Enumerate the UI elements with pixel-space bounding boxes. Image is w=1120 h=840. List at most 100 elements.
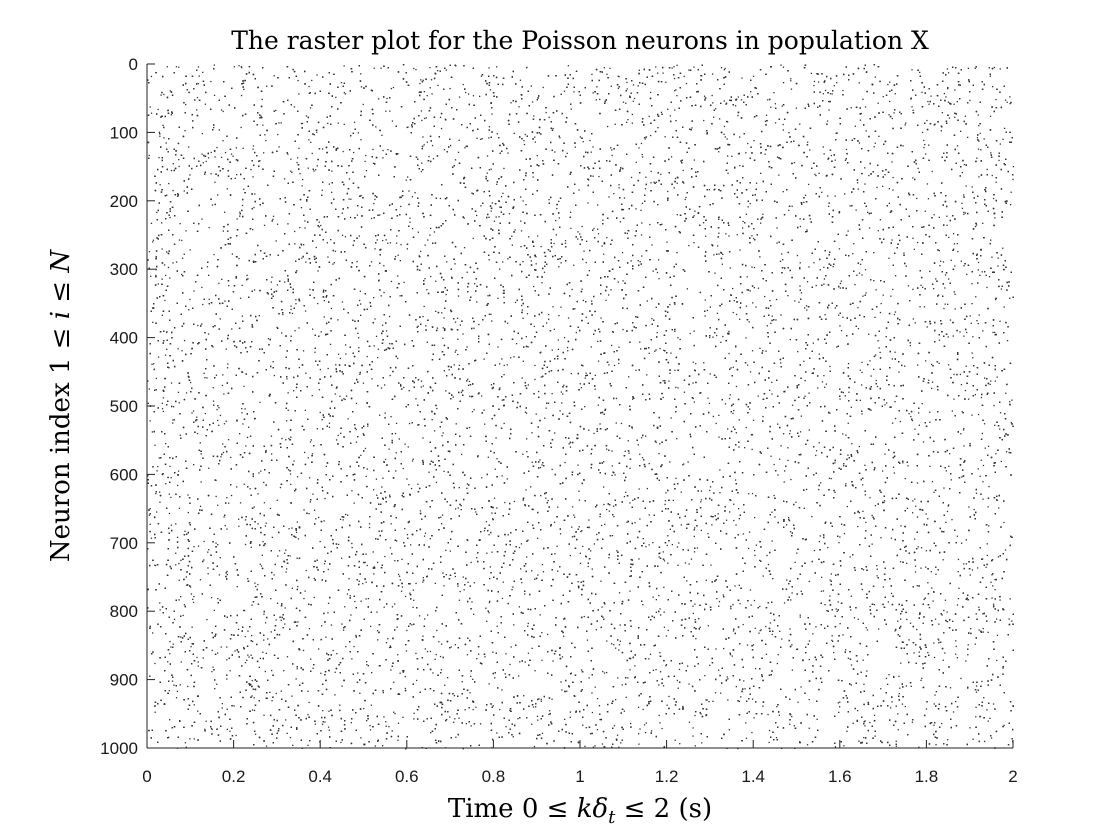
spike-point [878, 628, 880, 630]
spike-point [987, 720, 989, 722]
spike-point [723, 647, 725, 650]
spike-point [610, 147, 612, 149]
spike-point [327, 568, 329, 571]
spike-point [459, 590, 461, 593]
spike-point [373, 202, 375, 205]
spike-point [641, 153, 643, 156]
spike-point [444, 684, 446, 686]
spike-point [998, 507, 1000, 509]
spike-point [540, 495, 542, 497]
spike-point [967, 136, 969, 138]
spike-point [699, 626, 701, 628]
spike-point [658, 714, 660, 717]
spike-point [611, 149, 613, 151]
spike-point [742, 227, 744, 229]
spike-point [769, 300, 771, 302]
spike-point [189, 586, 192, 588]
spike-point [927, 651, 929, 654]
spike-point [269, 691, 271, 693]
spike-point [224, 211, 226, 213]
spike-point [497, 346, 499, 348]
spike-point [223, 393, 225, 395]
spike-point [422, 437, 424, 439]
spike-point [318, 226, 320, 228]
spike-point [169, 216, 171, 219]
spike-point [439, 197, 442, 200]
spike-point [399, 579, 401, 581]
spike-point [712, 102, 714, 104]
spike-point [935, 744, 937, 746]
spike-point [337, 434, 339, 437]
spike-point [967, 67, 969, 69]
spike-point [386, 97, 388, 100]
spike-point [287, 153, 289, 155]
spike-point [959, 331, 961, 333]
spike-point [342, 150, 344, 153]
spike-point [942, 261, 945, 263]
spike-point [351, 542, 353, 545]
spike-point [953, 398, 955, 400]
spike-point [676, 546, 679, 548]
spike-point [980, 149, 982, 151]
spike-point [723, 100, 725, 102]
spike-point [159, 184, 161, 186]
spike-point [994, 424, 996, 426]
spike-point [759, 630, 761, 632]
spike-point [790, 478, 792, 481]
spike-point [488, 67, 490, 69]
spike-point [323, 300, 325, 302]
spike-point [888, 257, 890, 259]
spike-point [852, 485, 854, 487]
spike-point [977, 413, 980, 416]
spike-point [944, 274, 947, 276]
spike-point [355, 402, 358, 405]
spike-point [521, 582, 523, 584]
spike-point [485, 175, 487, 178]
spike-point [505, 726, 507, 728]
spike-point [602, 219, 604, 221]
spike-point [938, 623, 940, 625]
spike-point [165, 142, 167, 144]
spike-point [510, 357, 512, 359]
spike-point [446, 261, 448, 263]
spike-point [723, 133, 725, 135]
spike-point [501, 399, 503, 401]
spike-point [975, 492, 978, 494]
spike-point [674, 303, 676, 305]
spike-point [907, 285, 910, 287]
spike-point [655, 306, 657, 308]
spike-point [170, 646, 172, 648]
spike-point [181, 350, 183, 352]
spike-point [806, 309, 808, 311]
spike-point [226, 728, 228, 730]
spike-point [972, 738, 974, 740]
spike-point [197, 324, 199, 327]
spike-point [569, 711, 571, 713]
spike-point [264, 622, 267, 624]
spike-point [441, 523, 443, 525]
spike-point [397, 693, 399, 695]
spike-point [611, 643, 613, 645]
spike-point [718, 414, 720, 416]
spike-point [510, 102, 512, 104]
spike-point [971, 414, 973, 416]
spike-point [171, 680, 174, 682]
spike-point [952, 620, 954, 622]
spike-point [294, 243, 296, 245]
spike-point [394, 432, 397, 435]
spike-point [897, 729, 899, 731]
spike-point [718, 669, 720, 671]
spike-point [364, 561, 366, 564]
spike-point [387, 149, 389, 151]
spike-point [540, 376, 542, 378]
spike-point [564, 461, 566, 464]
spike-point [684, 562, 687, 564]
spike-point [532, 706, 535, 708]
spike-point [265, 652, 267, 654]
spike-point [442, 432, 444, 434]
spike-point [332, 649, 334, 652]
spike-point [878, 347, 880, 349]
spike-point [930, 95, 932, 97]
spike-point [398, 693, 401, 695]
spike-point [490, 168, 492, 170]
